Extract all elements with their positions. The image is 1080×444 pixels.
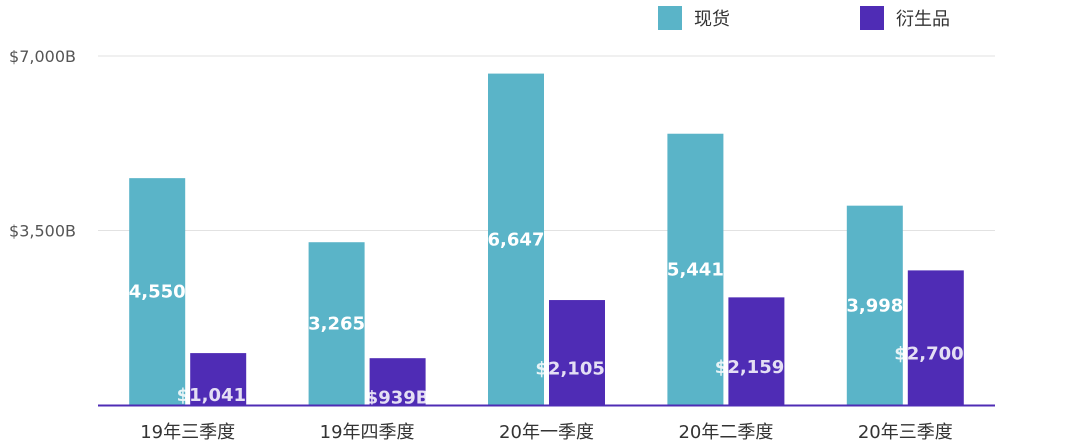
legend-label: 现货 [694, 9, 730, 30]
x-tick-label: 20年一季度 [499, 422, 594, 443]
x-tick-label: 20年二季度 [678, 422, 773, 443]
value-label: $1,041B [177, 385, 260, 406]
x-tick-label: 20年三季度 [858, 422, 953, 443]
bar-spot [846, 205, 903, 405]
value-label: $939B [366, 388, 430, 409]
y-axis: $7,000B $3,500B [9, 47, 76, 241]
legend: 现货 衍生品 [658, 6, 950, 30]
value-label: $2,700B [894, 344, 977, 365]
y-tick-label: $3,500B [9, 222, 76, 241]
bar-derivative [907, 270, 964, 405]
bars [129, 73, 964, 405]
bar-spot [488, 73, 544, 405]
value-label: $2,105B [535, 359, 618, 380]
gridlines [98, 55, 995, 231]
value-label: 3,265 [308, 314, 365, 335]
legend-swatch [860, 6, 884, 30]
value-label: 4,550 [129, 282, 186, 303]
bar-derivative [549, 300, 605, 405]
legend-swatch [658, 6, 682, 30]
value-label: $2,159B [715, 357, 798, 378]
y-tick-label: $7,000B [9, 47, 76, 66]
bar-spot [667, 133, 724, 405]
x-tick-label: 19年四季度 [320, 422, 415, 443]
bar-spot [129, 178, 186, 405]
value-label: 5,441 [667, 259, 724, 280]
data-labels: 4,550 $1,041B 3,265 $939B 6,647 $2,105B 5,441 $… [129, 229, 978, 408]
bar-derivative [369, 358, 426, 405]
legend-label: 衍生品 [896, 9, 950, 30]
bar-spot [308, 242, 365, 405]
value-label: 6,647 [488, 229, 545, 250]
x-tick-label: 19年三季度 [140, 422, 235, 443]
value-label: 3,998 [846, 295, 903, 316]
bar-derivative [190, 353, 247, 405]
bar-derivative [728, 297, 785, 405]
x-axis: 19年三季度 19年四季度 20年一季度 20年二季度 20年三季度 [98, 404, 995, 443]
